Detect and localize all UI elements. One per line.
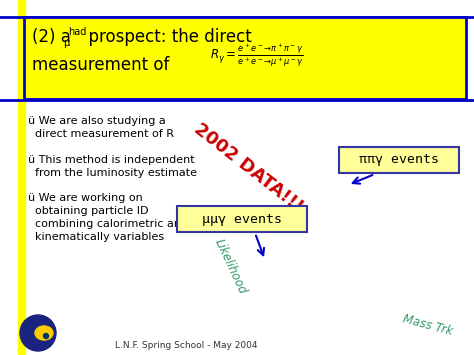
Text: prospect: the direct: prospect: the direct — [78, 28, 252, 46]
Text: measurement of: measurement of — [32, 56, 169, 74]
Text: had: had — [68, 27, 86, 37]
Text: ü We are also studying a: ü We are also studying a — [28, 116, 166, 126]
Circle shape — [20, 315, 56, 351]
Text: Mass Trk: Mass Trk — [401, 312, 455, 338]
Text: (2) a: (2) a — [32, 28, 71, 46]
Ellipse shape — [35, 326, 53, 340]
Text: kinematically variables: kinematically variables — [28, 232, 164, 242]
Text: 2002 DATA!!!: 2002 DATA!!! — [190, 120, 306, 216]
Text: ü We are working on: ü We are working on — [28, 193, 143, 203]
Text: μμγ events: μμγ events — [202, 213, 282, 225]
Text: ü This method is independent: ü This method is independent — [28, 155, 195, 165]
FancyBboxPatch shape — [339, 147, 459, 173]
Text: ππγ events: ππγ events — [359, 153, 439, 166]
Text: μ: μ — [63, 38, 69, 48]
Circle shape — [44, 333, 48, 339]
Text: Likelihood: Likelihood — [211, 236, 248, 296]
FancyBboxPatch shape — [24, 17, 466, 99]
FancyBboxPatch shape — [177, 206, 307, 232]
Text: combining calorimetric and: combining calorimetric and — [28, 219, 188, 229]
Text: $R_\gamma = \frac{e^+e^- \!\rightarrow\! \pi^+\pi^-\gamma}{e^+e^- \!\rightarrow\: $R_\gamma = \frac{e^+e^- \!\rightarrow\!… — [210, 43, 304, 69]
Text: from the luminosity estimate: from the luminosity estimate — [28, 168, 197, 178]
Text: direct measurement of R: direct measurement of R — [28, 129, 174, 139]
Text: L.N.F. Spring School - May 2004: L.N.F. Spring School - May 2004 — [115, 341, 257, 350]
Bar — [18, 0, 25, 355]
Text: obtaining particle ID: obtaining particle ID — [28, 206, 148, 216]
